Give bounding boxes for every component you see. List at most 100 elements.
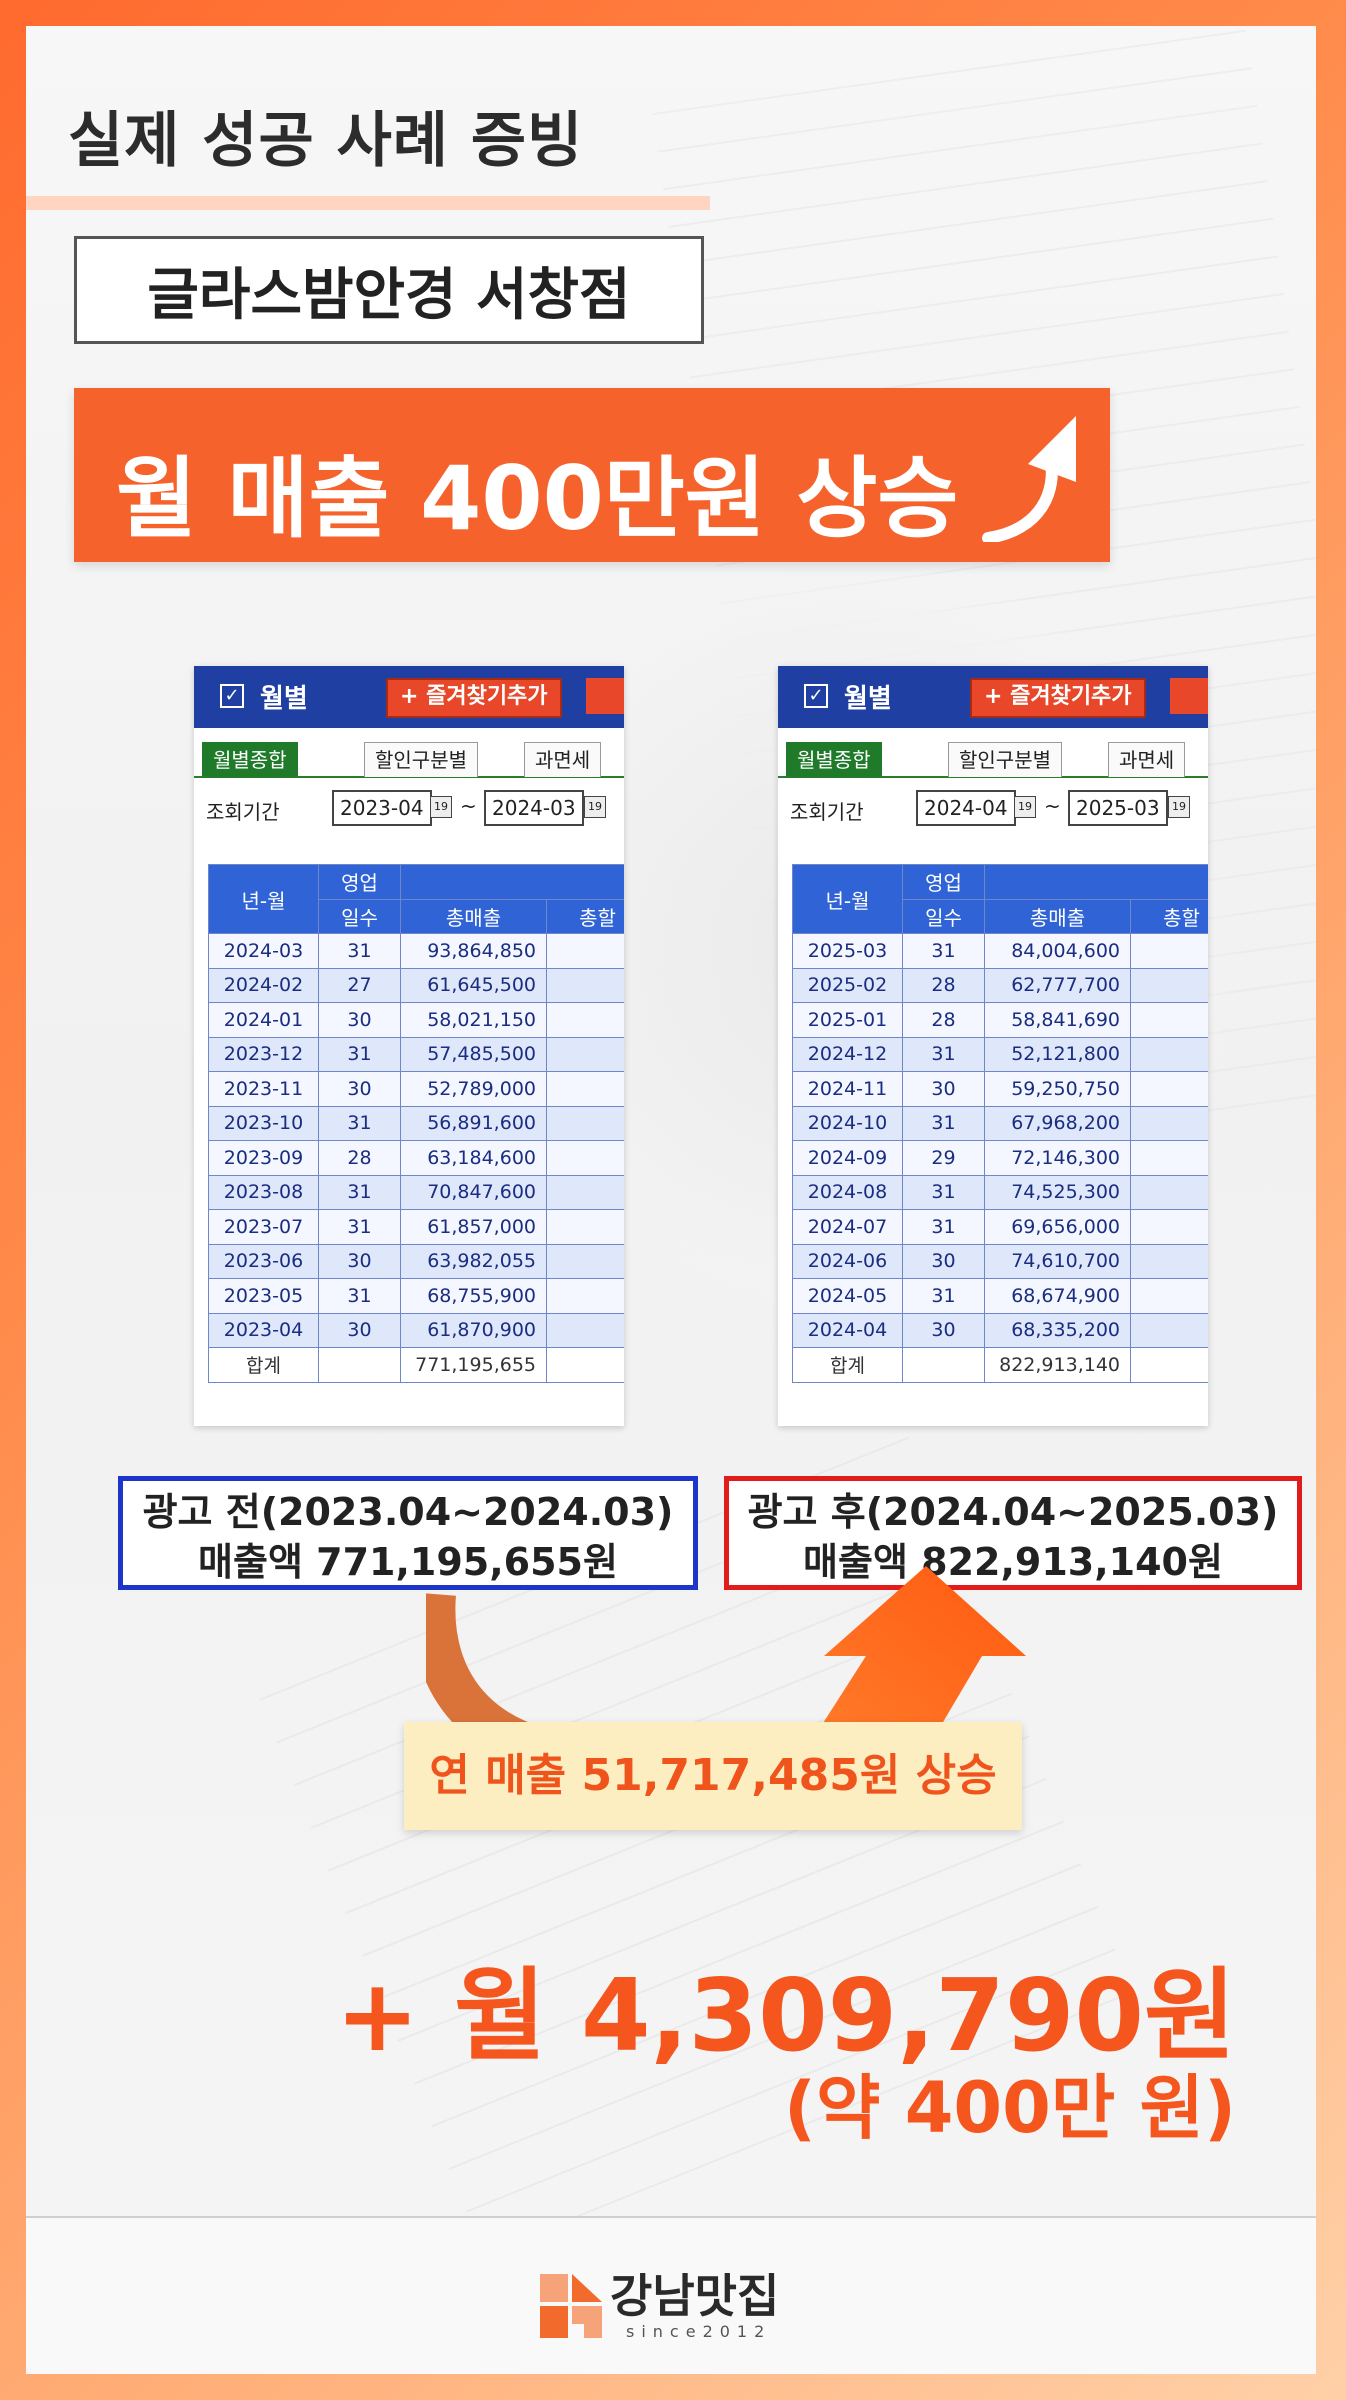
brand-logo-icon	[540, 2274, 602, 2338]
period-to-input[interactable]: 2025-03	[1068, 790, 1168, 826]
table-row: 2023-07 31 61,857,000	[208, 1209, 624, 1245]
cell-days: 29	[902, 1140, 985, 1176]
add-favorite-button[interactable]: + 즐겨찾기추가	[970, 678, 1146, 718]
tab-bar: 월별종합 할인구분별 과면세	[778, 736, 1208, 778]
sales-table: 년-월 영업 일수 총매출 총할 2024-03 31 93,864,850 202…	[208, 864, 624, 1383]
cell-blank	[546, 1243, 624, 1279]
tab-tax-type[interactable]: 과면세	[524, 742, 602, 777]
cell-month: 2023-12	[208, 1036, 319, 1072]
cell-blank	[546, 1209, 624, 1245]
cell-sales: 69,656,000	[984, 1209, 1131, 1245]
tab-tax-type[interactable]: 과면세	[1108, 742, 1186, 777]
cell-sales: 74,610,700	[984, 1243, 1131, 1279]
brand-since: since2012	[626, 2322, 772, 2341]
tab-discount-type[interactable]: 할인구분별	[364, 742, 478, 777]
cell-blank	[546, 1036, 624, 1072]
cell-blank	[1130, 1278, 1208, 1314]
cell-month: 2024-07	[792, 1209, 903, 1245]
table-row: 2023-08 31 70,847,600	[208, 1174, 624, 1210]
table-row: 2023-05 31 68,755,900	[208, 1278, 624, 1314]
total-row: 합계 771,195,655	[208, 1347, 624, 1383]
cell-month: 2023-08	[208, 1174, 319, 1210]
screenshot-title: 월별	[844, 684, 892, 714]
brand-name: 강남맛집	[610, 2269, 780, 2323]
table-row: 2024-02 27 61,645,500	[208, 967, 624, 1003]
cell-sales: 61,857,000	[400, 1209, 547, 1245]
cell-month: 2024-01	[208, 1002, 319, 1038]
table-row: 2024-04 30 68,335,200	[792, 1312, 1208, 1348]
cell-blank	[318, 1347, 401, 1383]
cell-days: 28	[902, 1002, 985, 1038]
cell-days: 27	[318, 967, 401, 1003]
header-business: 영업	[318, 864, 401, 900]
sales-screenshot-after: ✓ 월별 + 즐겨찾기추가 월별종합 할인구분별 과면세 조회기간 2024-0…	[778, 666, 1208, 1426]
cell-month: 2024-09	[792, 1140, 903, 1176]
cell-days: 28	[318, 1140, 401, 1176]
cell-blank	[546, 1347, 624, 1383]
headline-underline	[26, 196, 710, 210]
cell-month: 2023-11	[208, 1071, 319, 1107]
cell-sales: 72,146,300	[984, 1140, 1131, 1176]
table-row: 2024-10 31 67,968,200	[792, 1105, 1208, 1141]
cell-days: 31	[318, 933, 401, 969]
checkbox-icon[interactable]: ✓	[220, 684, 244, 708]
cell-month: 2025-02	[792, 967, 903, 1003]
period-separator: ~	[1044, 794, 1061, 818]
tab-monthly-summary[interactable]: 월별종합	[786, 742, 882, 777]
document-icon[interactable]	[1170, 678, 1208, 714]
period-from-input[interactable]: 2023-04	[332, 790, 432, 826]
cell-days: 30	[902, 1243, 985, 1279]
add-favorite-button[interactable]: + 즐겨찾기추가	[386, 678, 562, 718]
header-days: 일수	[902, 898, 985, 934]
header-cut: 총할	[1130, 898, 1208, 934]
cell-blank	[1130, 1347, 1208, 1383]
checkbox-icon[interactable]: ✓	[804, 684, 828, 708]
table-row: 2023-09 28 63,184,600	[208, 1140, 624, 1176]
period-label: 조회기간	[206, 800, 280, 824]
calendar-icon[interactable]: 19	[584, 796, 606, 818]
calendar-icon[interactable]: 19	[430, 796, 452, 818]
period-from-input[interactable]: 2024-04	[916, 790, 1016, 826]
cell-blank	[1130, 1243, 1208, 1279]
before-caption-box: 광고 전(2023.04~2024.03) 매출액 771,195,655원	[118, 1476, 698, 1590]
cell-sales: 61,870,900	[400, 1312, 547, 1348]
document-icon[interactable]	[586, 678, 624, 714]
cell-blank	[1130, 1209, 1208, 1245]
cell-days: 31	[318, 1105, 401, 1141]
cell-month: 2023-09	[208, 1140, 319, 1176]
cell-sales: 67,968,200	[984, 1105, 1131, 1141]
header-blank	[400, 864, 624, 900]
banner-text: 월 매출 400만원 상승	[116, 447, 959, 550]
cell-sales: 74,525,300	[984, 1174, 1131, 1210]
cell-sales: 59,250,750	[984, 1071, 1131, 1107]
period-to-input[interactable]: 2024-03	[484, 790, 584, 826]
cell-month: 2025-03	[792, 933, 903, 969]
table-row: 2023-12 31 57,485,500	[208, 1036, 624, 1072]
calendar-icon[interactable]: 19	[1168, 796, 1190, 818]
header-blank	[984, 864, 1208, 900]
table-row: 2024-07 31 69,656,000	[792, 1209, 1208, 1245]
screenshot-title: 월별	[260, 684, 308, 714]
table-row: 2024-12 31 52,121,800	[792, 1036, 1208, 1072]
calendar-icon[interactable]: 19	[1014, 796, 1036, 818]
tab-discount-type[interactable]: 할인구분별	[948, 742, 1062, 777]
sales-screenshot-before: ✓ 월별 + 즐겨찾기추가 월별종합 할인구분별 과면세 조회기간 2023-0…	[194, 666, 624, 1426]
cell-total: 771,195,655	[400, 1347, 547, 1383]
cell-sales: 63,982,055	[400, 1243, 547, 1279]
cell-days: 31	[318, 1278, 401, 1314]
cell-month: 2024-04	[792, 1312, 903, 1348]
cell-month: 2023-06	[208, 1243, 319, 1279]
cell-sales: 63,184,600	[400, 1140, 547, 1176]
cell-days: 31	[902, 1209, 985, 1245]
tab-monthly-summary[interactable]: 월별종합	[202, 742, 298, 777]
cell-month: 2023-05	[208, 1278, 319, 1314]
cell-blank	[1130, 1312, 1208, 1348]
cell-blank	[546, 967, 624, 1003]
period-filter: 조회기간 2023-04 19 ~ 2024-03 19	[194, 784, 624, 834]
before-sales-caption: 매출액 771,195,655원	[198, 1540, 618, 1584]
cell-blank	[1130, 1140, 1208, 1176]
cell-sales: 68,755,900	[400, 1278, 547, 1314]
cell-sales: 52,121,800	[984, 1036, 1131, 1072]
cell-days: 31	[902, 1036, 985, 1072]
cell-blank	[902, 1347, 985, 1383]
